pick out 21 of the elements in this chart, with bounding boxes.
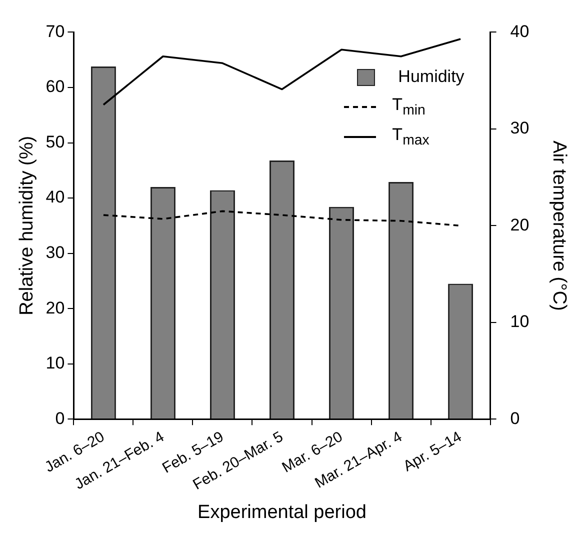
y2-tick-label: 0 [510, 408, 520, 428]
x-tick-label: Apr. 5–14 [400, 428, 465, 476]
y-tick-label: 50 [46, 132, 65, 152]
y2-tick-label: 20 [510, 215, 530, 234]
y-tick-label: 0 [55, 408, 65, 428]
y-tick-label: 70 [46, 22, 65, 41]
y2-tick-label: 10 [510, 312, 530, 332]
x-axis-title: Experimental period [198, 502, 366, 523]
y-tick-label: 10 [46, 354, 65, 373]
y2-axis-title: Air temperature (°C) [548, 140, 570, 311]
y2-tick-label: 30 [510, 118, 530, 138]
y2-tick-label: 40 [510, 22, 530, 41]
y-tick-label: 30 [46, 243, 65, 262]
y-tick-label: 20 [46, 298, 65, 318]
line-series [102, 210, 462, 227]
legend-label: T$_{min}$ [392, 95, 426, 119]
legend-label: T$_{max}$ [392, 125, 430, 149]
y-axis-title: Relative humidity (%) [16, 136, 38, 316]
y-tick-label: 60 [46, 77, 65, 96]
legend-label: Humidity [398, 67, 464, 88]
y-tick-label: 40 [46, 188, 65, 207]
